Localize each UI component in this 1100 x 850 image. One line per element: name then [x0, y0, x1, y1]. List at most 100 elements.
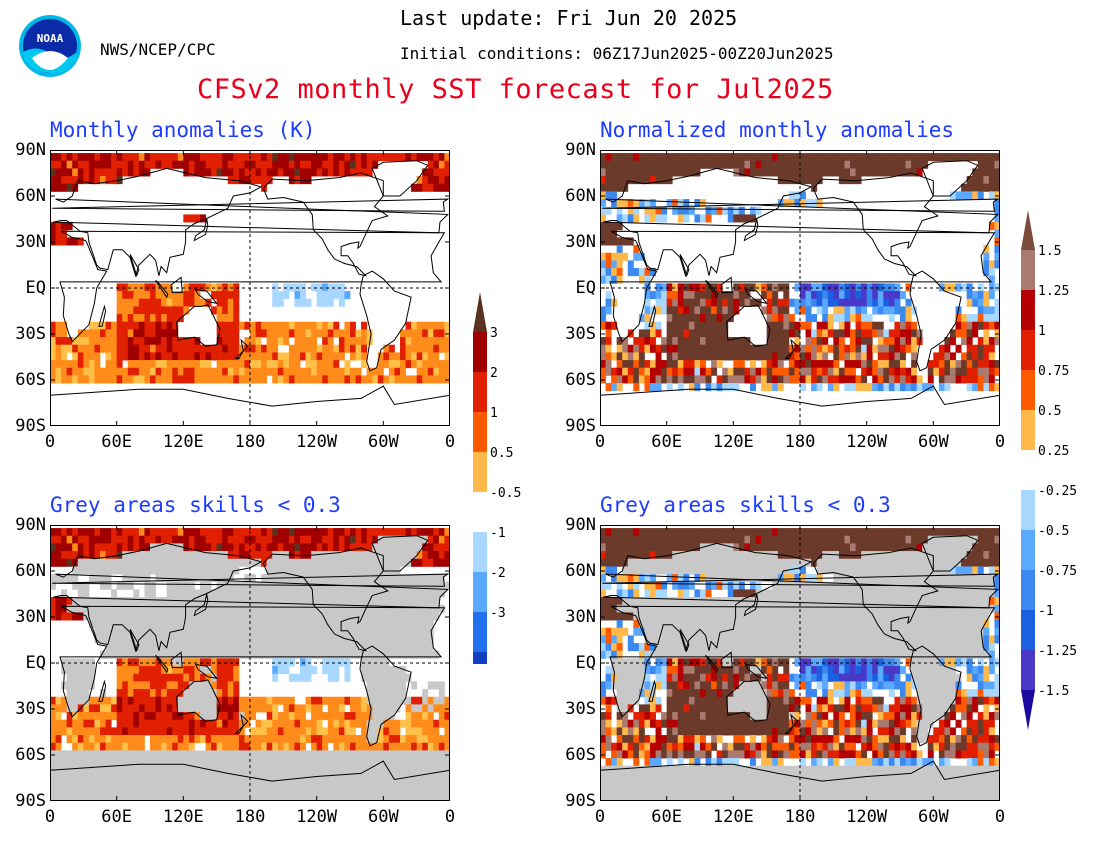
lon-label: 0 — [994, 432, 1006, 452]
lat-label: 90S — [565, 791, 596, 811]
lon-label: 60W — [367, 432, 399, 452]
lon-label: 120W — [296, 432, 338, 452]
lon-label: 60W — [917, 807, 949, 827]
colorbar-segment — [473, 572, 487, 612]
lon-label: 180 — [234, 807, 266, 827]
lon-label: 180 — [234, 432, 266, 452]
lon-label: 60E — [101, 432, 133, 452]
lon-label: 120E — [162, 432, 204, 452]
colorbar-label: -2 — [490, 566, 506, 581]
colorbar-bottom-arrow — [1021, 690, 1035, 730]
lat-label: 30S — [15, 699, 46, 719]
colorbar-label: -1 — [1038, 604, 1054, 619]
colorbar-segment — [473, 532, 487, 572]
colorbar-segment — [473, 652, 487, 664]
noaa-logo: NOAA — [18, 14, 82, 78]
colorbar-top-arrow — [473, 292, 487, 332]
colorbar-label: 1 — [490, 406, 498, 421]
noaa-logo-icon: NOAA — [19, 15, 81, 77]
colorbar-top-arrow — [1021, 210, 1035, 250]
coastlines — [50, 160, 450, 426]
colorbar-normalized: 1.5 1.25 1 0.75 0.5 0.25 -0.25 -0.5 -0.75 -1 -1.25… — [1021, 210, 1077, 730]
lon-label: 120W — [296, 807, 338, 827]
colorbar-segment — [473, 612, 487, 652]
lon-label: 120E — [712, 807, 754, 827]
lat-label: 90N — [565, 515, 596, 535]
lon-label: 0 — [444, 432, 456, 452]
colorbar-label: -3 — [490, 606, 506, 621]
lat-label: 90N — [15, 515, 46, 535]
lat-label: 90S — [565, 416, 596, 436]
map-normalized — [600, 150, 1000, 426]
colorbar-label: -0.25 — [1038, 484, 1077, 499]
lat-label: EQ — [575, 653, 596, 673]
colorbar-label: 0.5 — [1038, 404, 1061, 419]
lon-label: 60E — [651, 432, 683, 452]
lat-label: 30S — [15, 324, 46, 344]
lon-label: 0 — [594, 807, 606, 827]
lat-label: 30N — [565, 232, 596, 252]
colorbar-label: -1.5 — [1038, 684, 1069, 699]
lon-label: 0 — [44, 807, 56, 827]
colorbar-label: 1.25 — [1038, 284, 1069, 299]
colorbar-label: 1.5 — [1038, 244, 1061, 259]
lon-label: 0 — [444, 807, 456, 827]
lon-label: 120E — [712, 432, 754, 452]
colorbar-segment — [473, 412, 487, 452]
map-anomalies — [50, 150, 450, 426]
lat-label: 90S — [15, 791, 46, 811]
lat-label: 90N — [565, 140, 596, 160]
lon-label: 120W — [846, 432, 888, 452]
lat-label: 60N — [15, 186, 46, 206]
colorbar-segment — [1021, 610, 1035, 650]
lon-label: 120W — [846, 807, 888, 827]
lat-label: EQ — [25, 653, 46, 673]
colorbar-segment — [1021, 410, 1035, 450]
colorbar-label: -0.5 — [1038, 524, 1069, 539]
last-update: Last update: Fri Jun 20 2025 — [400, 6, 738, 30]
lat-label: 60S — [15, 745, 46, 765]
colorbar-segment — [1021, 330, 1035, 370]
lon-label: 0 — [994, 807, 1006, 827]
lat-label: 60S — [15, 370, 46, 390]
lat-label: 30S — [565, 324, 596, 344]
lon-label: 180 — [784, 432, 816, 452]
lat-label: 30N — [15, 232, 46, 252]
colorbar-label: 3 — [490, 326, 498, 341]
lat-label: 30N — [565, 607, 596, 627]
colorbar-segment — [1021, 530, 1035, 570]
colorbar-label: 0.5 — [490, 446, 513, 461]
lat-label: 60N — [15, 561, 46, 581]
colorbar-segment — [1021, 490, 1035, 530]
lon-label: 60W — [917, 432, 949, 452]
colorbar-label: -0.75 — [1038, 564, 1077, 579]
lon-label: 120E — [162, 807, 204, 827]
colorbar-label: -1 — [490, 526, 506, 541]
lon-label: 0 — [594, 432, 606, 452]
panel-title-anomalies: Monthly anomalies (K) — [50, 118, 316, 142]
lat-label: EQ — [575, 278, 596, 298]
panel-title-skill-anomalies: Grey areas skills < 0.3 — [50, 493, 341, 517]
colorbar-label: -0.5 — [490, 486, 521, 501]
lat-label: 90S — [15, 416, 46, 436]
map-skill-anomalies — [50, 525, 450, 801]
panel-title-skill-normalized: Grey areas skills < 0.3 — [600, 493, 891, 517]
colorbar-label: 1 — [1038, 324, 1046, 339]
lat-label: 60N — [565, 561, 596, 581]
colorbar-label: 0.25 — [1038, 444, 1069, 459]
colorbar-neutral-segment — [1021, 450, 1035, 490]
colorbar-label: 2 — [490, 366, 498, 381]
colorbar-anomaly: 3 2 1 0.5 -0.5 -1 -2 -3 — [473, 292, 521, 664]
colorbar-neutral-segment — [473, 492, 487, 532]
page-title: CFSv2 monthly SST forecast for Jul2025 — [197, 74, 834, 105]
colorbar-segment — [1021, 650, 1035, 690]
colorbar-label: -1.25 — [1038, 644, 1077, 659]
colorbar-segment — [473, 372, 487, 412]
lon-label: 60E — [101, 807, 133, 827]
colorbar-segment — [473, 452, 487, 492]
colorbar-segment — [1021, 250, 1035, 290]
sst-field — [50, 153, 450, 384]
colorbar-segment — [1021, 370, 1035, 410]
coastlines — [600, 535, 1000, 801]
lon-label: 60E — [651, 807, 683, 827]
